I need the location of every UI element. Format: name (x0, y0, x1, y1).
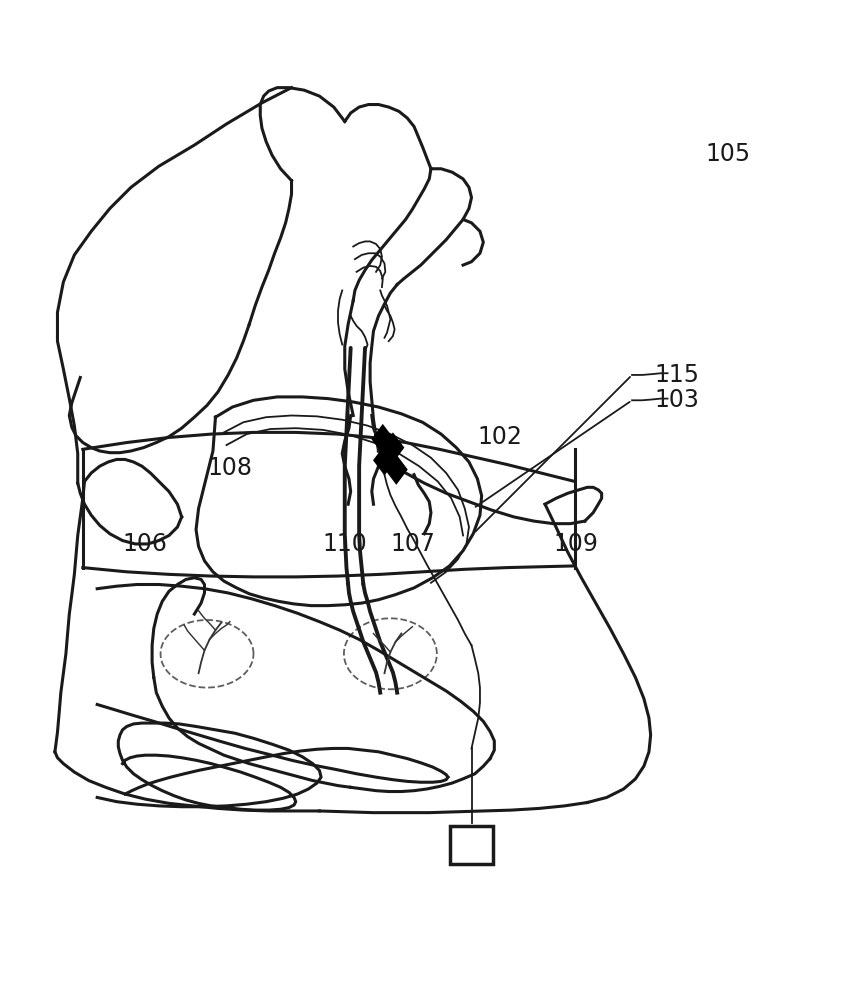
Text: 109: 109 (553, 532, 598, 556)
Polygon shape (382, 434, 403, 461)
Text: 108: 108 (207, 456, 252, 480)
Text: 102: 102 (477, 425, 522, 449)
Polygon shape (386, 456, 406, 483)
Text: 107: 107 (390, 532, 435, 556)
Text: 115: 115 (654, 363, 699, 387)
Text: 106: 106 (122, 532, 167, 556)
Text: 110: 110 (322, 532, 367, 556)
Text: 105: 105 (705, 142, 749, 166)
Polygon shape (374, 447, 394, 474)
Bar (449, 826, 493, 864)
Polygon shape (372, 426, 392, 453)
Text: 103: 103 (654, 388, 699, 412)
